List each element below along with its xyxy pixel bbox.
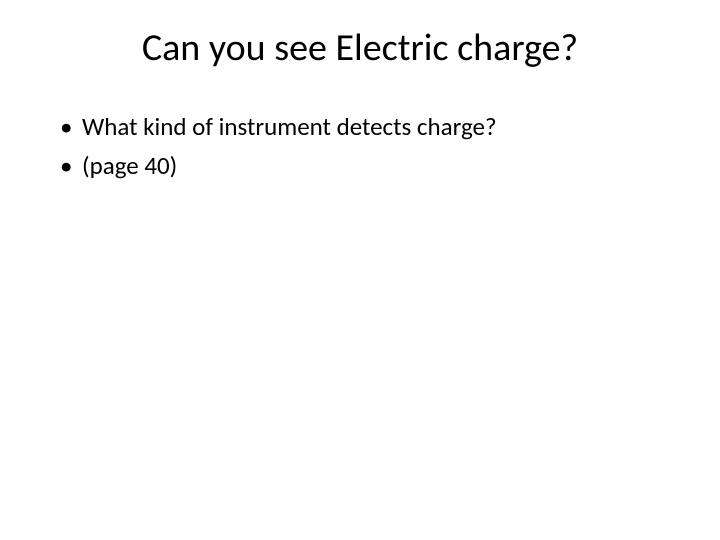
bullet-list: What kind of instrument detects charge? …	[40, 111, 680, 182]
bullet-item: (page 40)	[60, 150, 680, 183]
slide-title: Can you see Electric charge?	[40, 25, 680, 71]
bullet-item: What kind of instrument detects charge?	[60, 111, 680, 144]
slide-container: Can you see Electric charge? What kind o…	[0, 0, 720, 540]
